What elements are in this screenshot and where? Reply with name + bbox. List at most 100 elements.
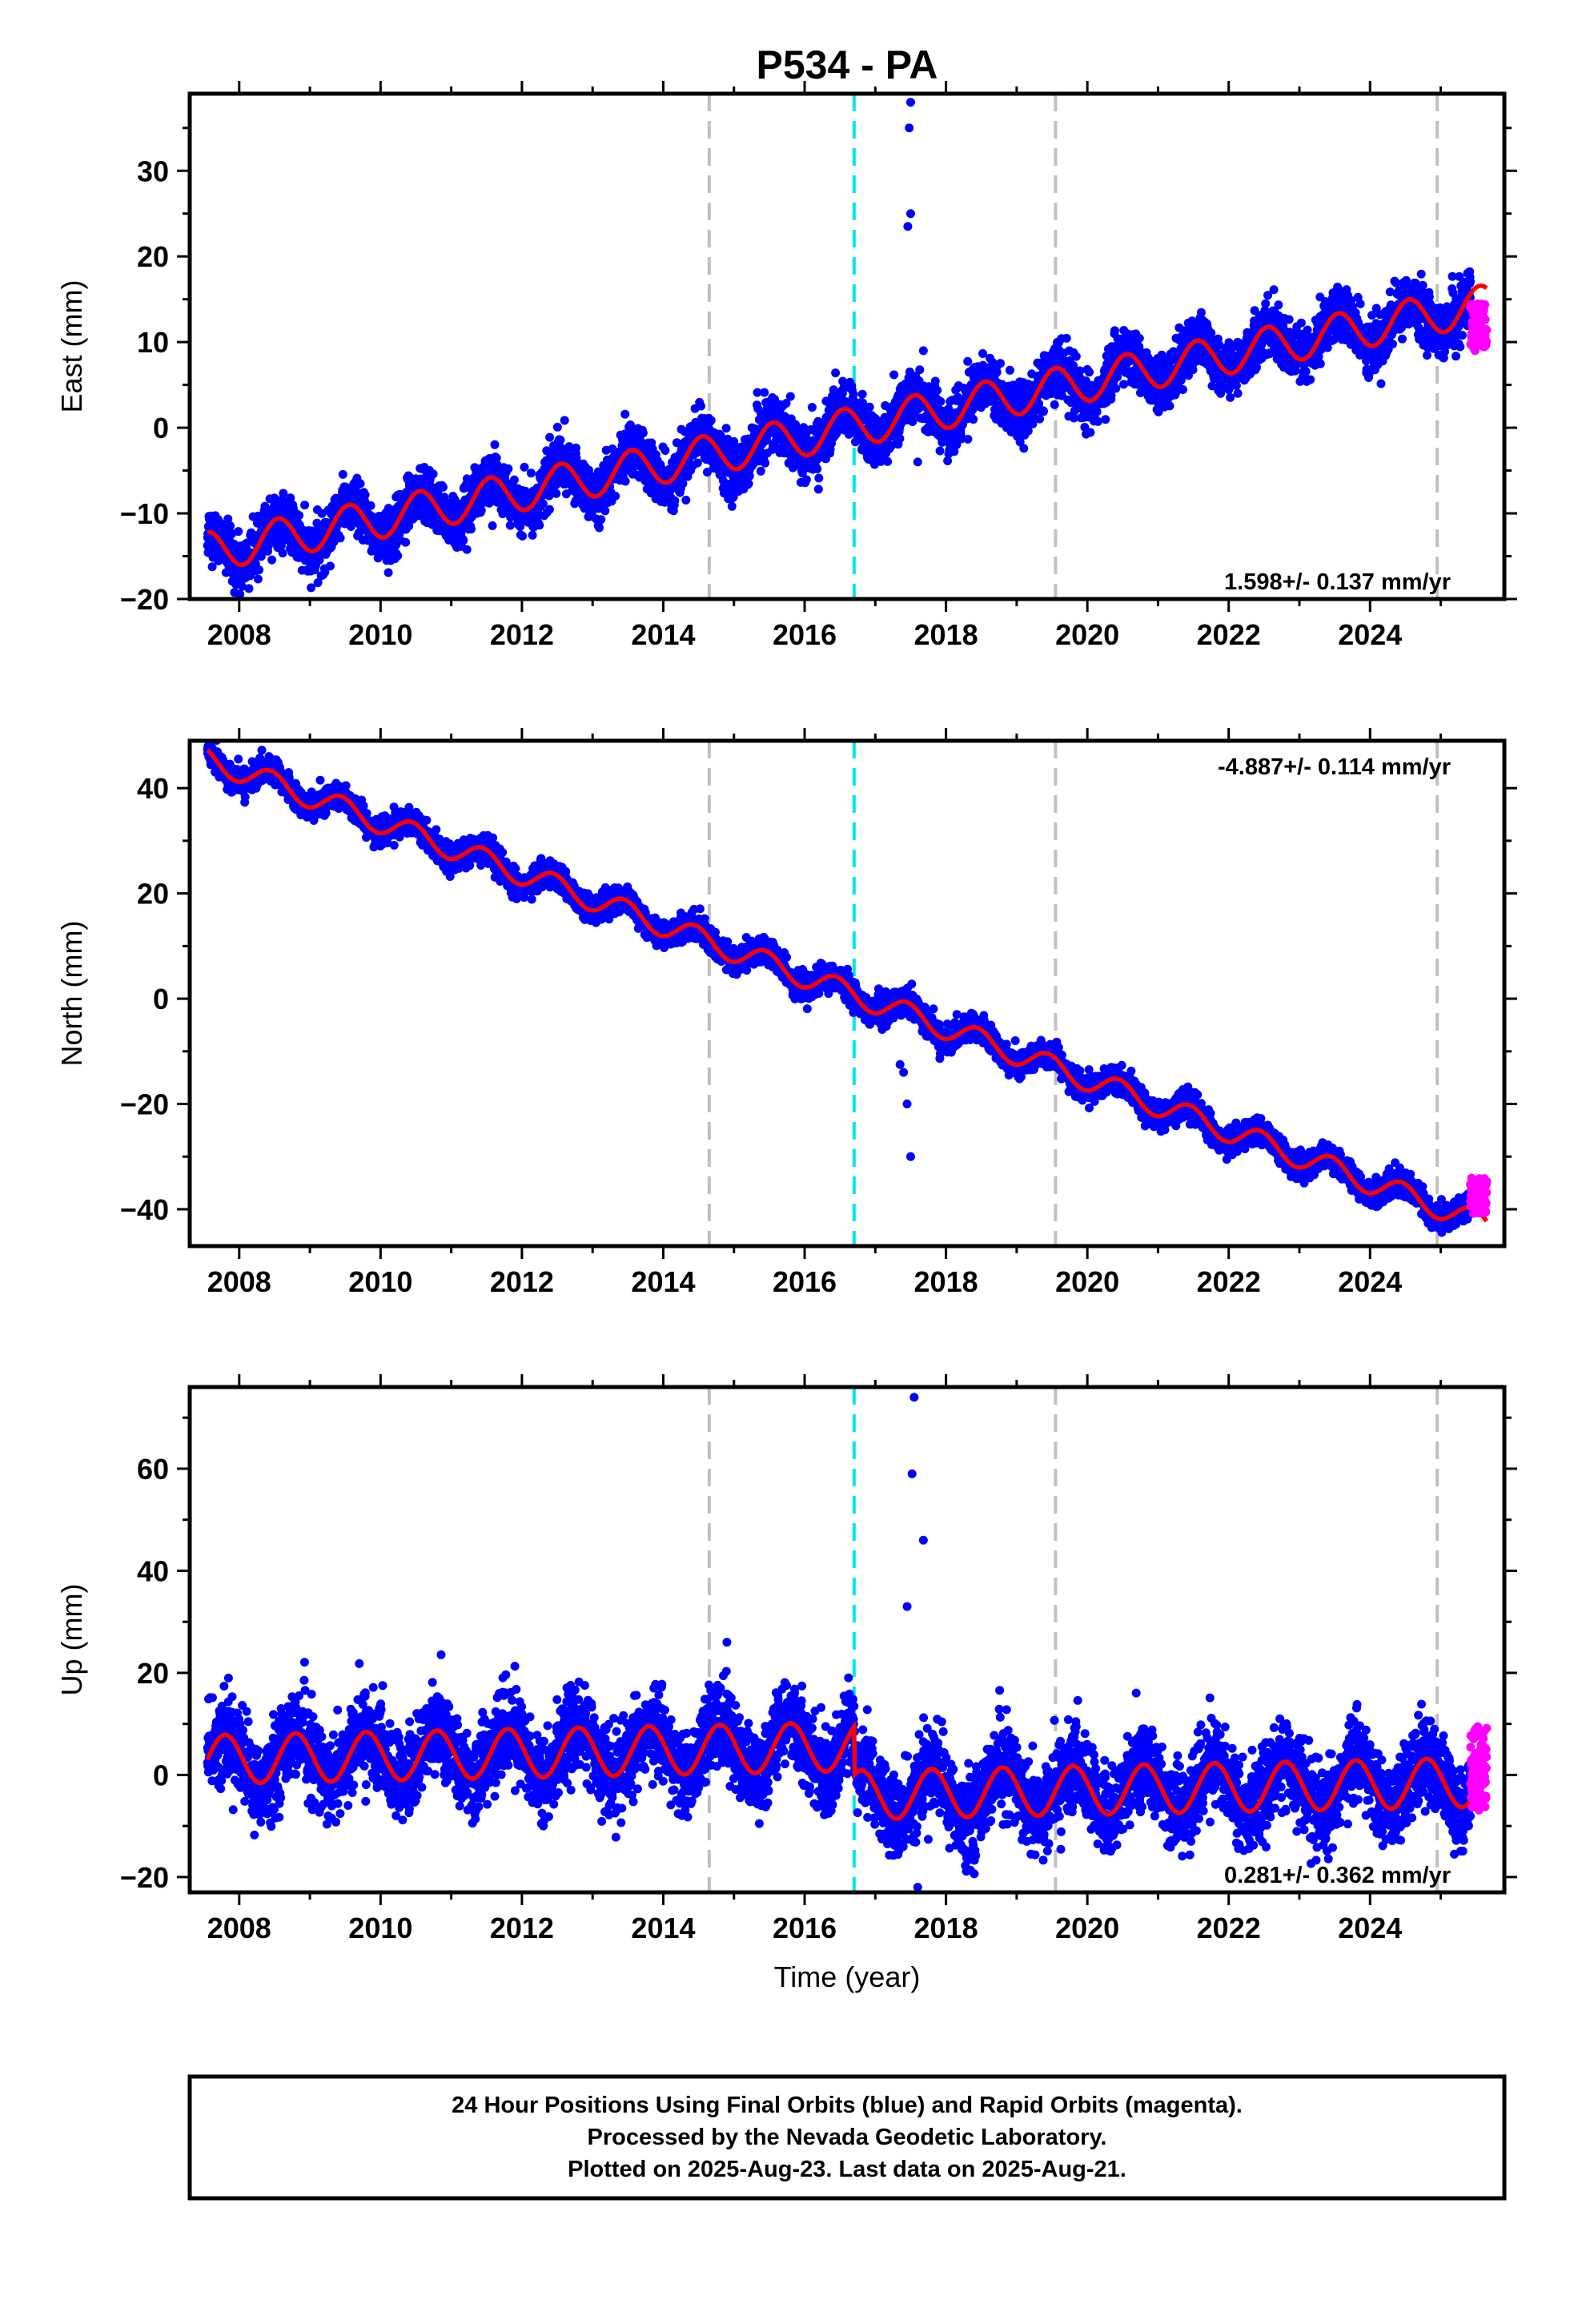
east-data-point <box>1111 384 1121 393</box>
east-data-point <box>313 578 323 588</box>
east-data-point <box>428 469 438 479</box>
east-data-point <box>467 525 476 534</box>
east-data-point <box>255 565 264 575</box>
east-data-point <box>600 506 610 516</box>
east-data-point <box>276 541 286 550</box>
east-data-point <box>459 536 468 545</box>
east-data-point <box>544 505 554 514</box>
east-data-point <box>611 491 620 501</box>
east-data-point <box>545 432 555 442</box>
east-data-point <box>355 479 365 489</box>
east-data-point <box>509 475 519 485</box>
east-data-point <box>761 458 770 468</box>
east-data-point <box>476 505 486 515</box>
east-data-point <box>813 464 822 473</box>
east-data-point <box>865 402 874 412</box>
east-data-point <box>278 549 287 558</box>
east-data-point <box>1110 326 1119 336</box>
east-data-point <box>404 521 414 531</box>
east-data-point <box>963 356 973 366</box>
east-data-point <box>520 462 529 472</box>
east-data-point <box>785 392 795 401</box>
east-data-point <box>807 403 817 412</box>
east-data-point <box>326 561 335 571</box>
east-data-point <box>760 388 769 397</box>
east-data-point <box>992 368 1002 377</box>
east-data-point <box>207 562 217 572</box>
east-data-point <box>1019 444 1029 453</box>
east-data-point <box>237 581 247 591</box>
east-data-point <box>505 521 515 530</box>
east-data-point <box>1086 428 1095 437</box>
east-data-point <box>439 482 448 492</box>
east-data-point <box>930 376 940 386</box>
east-data-point <box>745 471 754 480</box>
east-data-point <box>462 545 472 554</box>
east-data-point <box>234 527 243 537</box>
east-data-point <box>895 434 905 444</box>
east-data-point <box>620 476 630 486</box>
chart-title: P534 - PA <box>757 42 938 87</box>
east-data-point <box>300 501 310 510</box>
east-data-point <box>1093 416 1102 426</box>
east-data-point <box>1005 365 1014 375</box>
east-plot-area <box>203 94 1492 599</box>
east-data-point <box>535 521 544 530</box>
east-data-point <box>307 583 316 593</box>
east-data-point <box>1196 308 1206 317</box>
east-data-point <box>1165 401 1174 411</box>
east-data-point <box>401 537 411 547</box>
east-data-point <box>697 401 706 411</box>
east-data-point <box>504 464 513 473</box>
east-data-point <box>338 469 347 479</box>
east-data-point <box>1050 400 1059 409</box>
east-data-point <box>1188 365 1198 375</box>
east-data-point <box>244 584 254 593</box>
east-data-point <box>383 568 393 577</box>
east-data-point <box>223 514 233 524</box>
east-data-point <box>996 359 1005 368</box>
east-data-point <box>253 574 263 584</box>
east-data-point <box>335 533 345 543</box>
east-data-point <box>560 416 569 425</box>
east-data-point <box>933 386 942 395</box>
east-data-point <box>254 511 263 521</box>
east-data-point <box>492 453 501 463</box>
east-data-point <box>801 475 811 485</box>
east-data-point <box>1035 414 1045 424</box>
east-data-point <box>366 501 375 510</box>
east-data-point <box>279 489 288 498</box>
east-data-point <box>935 446 945 456</box>
east-data-point <box>1101 415 1110 424</box>
east-data-point <box>936 396 946 406</box>
east-data-point <box>813 485 823 494</box>
east-data-point <box>1038 407 1048 416</box>
east-data-point <box>538 499 548 509</box>
east-data-point <box>721 424 731 433</box>
east-data-point <box>727 501 737 511</box>
east-data-point <box>638 428 648 438</box>
east-data-point <box>1075 366 1085 376</box>
east-data-point <box>1071 352 1081 361</box>
east-data-point <box>235 589 245 599</box>
east-data-point <box>661 446 670 455</box>
east-data-point <box>552 489 561 498</box>
east-data-point <box>518 531 528 541</box>
east-data-point <box>814 473 824 483</box>
east-data-point <box>756 466 765 476</box>
east-data-point <box>552 422 562 432</box>
east-data-point <box>488 521 497 530</box>
east-data-point <box>706 416 716 425</box>
east-data-point <box>908 417 917 426</box>
east-data-point <box>831 368 841 378</box>
east-data-point <box>670 496 680 505</box>
east-data-point <box>1085 368 1094 377</box>
east-data-point <box>889 370 899 380</box>
east-data-point <box>526 468 536 478</box>
east-data-point <box>1178 385 1187 394</box>
east-data-point <box>1106 391 1116 400</box>
east-data-point <box>963 434 973 444</box>
east-data-point <box>490 440 500 449</box>
east-data-point <box>1134 334 1144 343</box>
east-data-point <box>596 515 606 525</box>
